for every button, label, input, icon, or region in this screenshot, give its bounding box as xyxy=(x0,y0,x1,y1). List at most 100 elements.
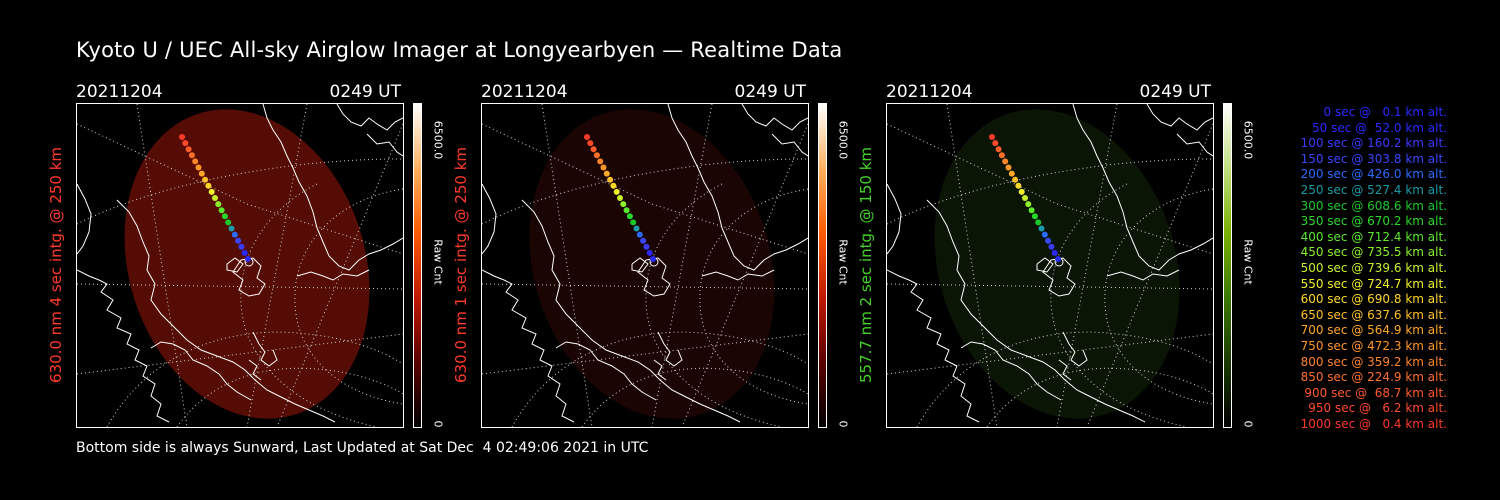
colorbar-unit-label: Raw Cnt xyxy=(836,239,850,285)
trajectory-point xyxy=(208,188,215,195)
trajectory-point xyxy=(636,231,643,238)
trajectory-point xyxy=(1005,164,1012,171)
legend-entry: 250 sec @ 527.4 km alt. xyxy=(1300,182,1447,197)
colorbar-max-label: 6500.0 xyxy=(431,120,445,160)
trajectory-point xyxy=(1038,225,1045,232)
trajectory-point xyxy=(630,219,637,226)
panel-date: 20211204 xyxy=(886,82,973,102)
legend-entry: 300 sec @ 608.6 km alt. xyxy=(1300,198,1447,213)
airglow-image-disk xyxy=(934,109,1180,419)
trajectory-point xyxy=(617,195,623,201)
panel-date: 20211204 xyxy=(481,82,568,102)
trajectory-point xyxy=(587,140,594,147)
trajectory-point xyxy=(1028,207,1035,214)
legend-entry: 400 sec @ 712.4 km alt. xyxy=(1300,229,1447,244)
legend-entry: 50 sec @ 52.0 km alt. xyxy=(1312,120,1447,135)
trajectory-point xyxy=(650,256,656,262)
trajectory-point xyxy=(1048,243,1055,250)
coastline xyxy=(77,104,403,423)
trajectory-point xyxy=(989,134,995,140)
allsky-map xyxy=(76,103,404,428)
trajectory-point xyxy=(623,207,630,214)
trajectory-point xyxy=(215,201,222,208)
legend-entry: 850 sec @ 224.9 km alt. xyxy=(1300,370,1447,385)
colorbar-max-label: 6500.0 xyxy=(1241,120,1255,160)
allsky-map xyxy=(481,103,809,428)
legend-entry: 600 sec @ 690.8 km alt. xyxy=(1300,292,1447,307)
trajectory-point xyxy=(607,176,614,183)
trajectory-point xyxy=(597,158,604,165)
trajectory-point xyxy=(182,140,189,147)
airglow-panel: 20211204 0249 UT 557.7 nm 2 sec intg. @ … xyxy=(857,0,1296,440)
footer-note: Bottom side is always Sunward, Last Upda… xyxy=(76,440,649,456)
trajectory-point xyxy=(205,182,212,189)
legend-entry: 350 sec @ 670.2 km alt. xyxy=(1300,214,1447,229)
legend-entry: 650 sec @ 637.6 km alt. xyxy=(1300,307,1447,322)
trajectory-point xyxy=(620,201,627,208)
trajectory-point xyxy=(198,170,205,177)
rocket-trajectory xyxy=(179,134,251,262)
trajectory-point xyxy=(1025,201,1032,208)
trajectory-point xyxy=(610,182,617,189)
trajectory-point xyxy=(231,231,238,238)
coastline xyxy=(887,104,1213,423)
legend-entry: 150 sec @ 303.8 km alt. xyxy=(1300,151,1447,166)
wavelength-label: 557.7 nm 2 sec intg. @ 150 km xyxy=(857,146,875,384)
trajectory-point xyxy=(238,243,245,250)
legend-entry: 200 sec @ 426.0 km alt. xyxy=(1300,167,1447,182)
trajectory-point xyxy=(593,152,600,159)
trajectory-point xyxy=(1012,176,1019,183)
airglow-panel: 20211204 0249 UT 630.0 nm 1 sec intg. @ … xyxy=(452,0,891,440)
trajectory-point xyxy=(202,176,209,183)
colorbar-unit-label: Raw Cnt xyxy=(1241,239,1255,285)
trajectory-point xyxy=(218,207,225,214)
trajectory-point xyxy=(640,237,647,244)
trajectory-point xyxy=(603,170,610,177)
panel-time: 0249 UT xyxy=(329,82,402,102)
legend-entry: 1000 sec @ 0.4 km alt. xyxy=(1300,416,1447,431)
airglow-panel: 20211204 0249 UT 630.0 nm 4 sec intg. @ … xyxy=(47,0,486,440)
legend-entry: 450 sec @ 735.5 km alt. xyxy=(1300,245,1447,260)
trajectory-point xyxy=(590,146,597,153)
trajectory-point xyxy=(1041,231,1048,238)
colorbar xyxy=(1223,103,1232,428)
trajectory-point xyxy=(1031,213,1038,220)
trajectory-point xyxy=(998,152,1005,159)
panel-time: 0249 UT xyxy=(1139,82,1212,102)
trajectory-point xyxy=(1051,249,1058,256)
trajectory-point xyxy=(633,225,640,232)
airglow-image-disk xyxy=(124,109,370,419)
trajectory-point xyxy=(1015,182,1022,189)
trajectory-point xyxy=(613,188,620,195)
rocket-trajectory xyxy=(989,134,1061,262)
legend-entry: 700 sec @ 564.9 km alt. xyxy=(1300,323,1447,338)
trajectory-point xyxy=(241,249,248,256)
legend-entry: 100 sec @ 160.2 km alt. xyxy=(1300,136,1447,151)
map-canvas xyxy=(77,104,403,427)
legend-entry: 0 sec @ 0.1 km alt. xyxy=(1323,105,1448,119)
trajectory-point xyxy=(584,134,590,140)
colorbar xyxy=(413,103,422,428)
rocket-trajectory xyxy=(584,134,656,262)
trajectory-point xyxy=(626,213,633,220)
trajectory-point xyxy=(195,164,202,171)
trajectory-point xyxy=(192,158,199,165)
wavelength-label: 630.0 nm 4 sec intg. @ 250 km xyxy=(47,146,65,384)
colorbar-min-label: 0 xyxy=(1241,420,1255,428)
legend-entry: 500 sec @ 739.6 km alt. xyxy=(1300,260,1447,275)
trajectory-point xyxy=(1008,170,1015,177)
colorbar-min-label: 0 xyxy=(431,420,445,428)
trajectory-point xyxy=(221,213,228,220)
map-canvas xyxy=(887,104,1213,427)
trajectory-point xyxy=(1055,256,1061,262)
legend-entry: 900 sec @ 68.7 km alt. xyxy=(1304,385,1447,400)
trajectory-point xyxy=(185,146,192,153)
trajectory-point xyxy=(179,134,185,140)
wavelength-label: 630.0 nm 1 sec intg. @ 250 km xyxy=(452,146,470,384)
trajectory-point xyxy=(1035,219,1042,226)
map-canvas xyxy=(482,104,808,427)
trajectory-legend: 0 sec @ 0.1 km alt. 50 sec @ 52.0 km alt.… xyxy=(1262,105,1447,432)
allsky-map xyxy=(886,103,1214,428)
trajectory-point xyxy=(600,164,607,171)
trajectory-point xyxy=(212,195,218,201)
